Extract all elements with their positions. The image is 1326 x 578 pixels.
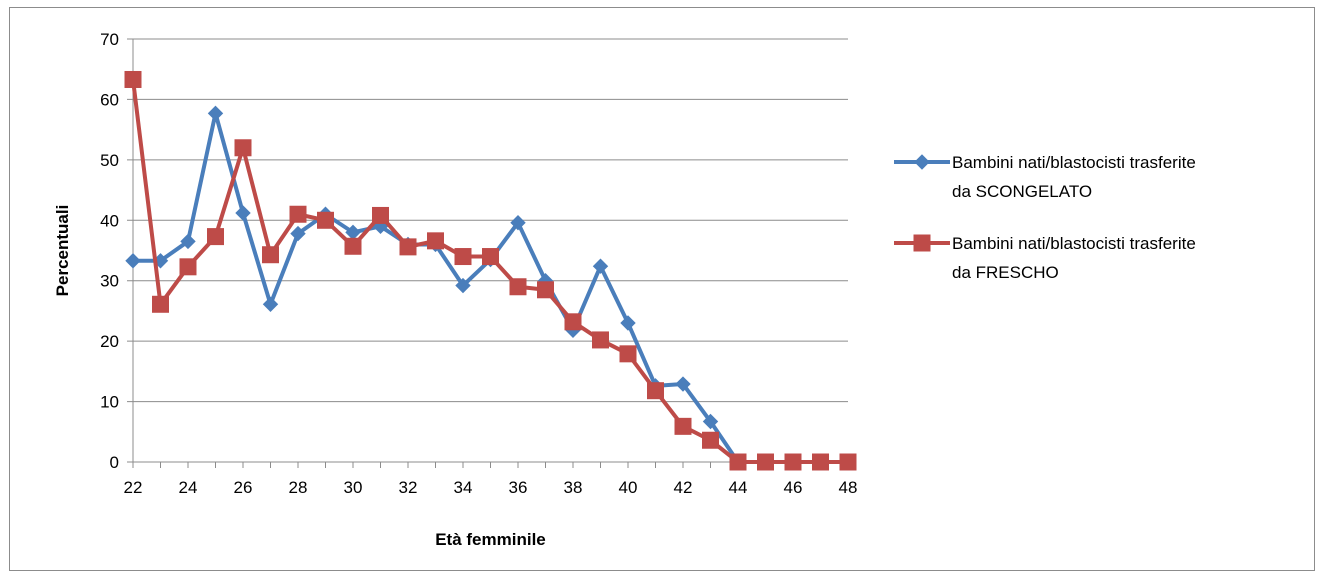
data-point-square	[372, 206, 389, 224]
series-line	[133, 111, 848, 464]
x-tick-label: 30	[344, 478, 363, 497]
data-point-diamond	[510, 214, 526, 231]
y-tick-label: 10	[100, 393, 119, 412]
data-point-diamond	[620, 315, 636, 331]
x-tick-label: 24	[179, 478, 198, 497]
data-point-square	[592, 331, 609, 349]
data-point-square	[839, 453, 857, 471]
data-point-square	[152, 295, 169, 313]
x-tick-label: 44	[729, 478, 748, 497]
x-axis-title: Età femminile	[435, 530, 546, 549]
data-point-diamond	[180, 233, 196, 250]
legend-label: Bambini nati/blastocisti trasferite	[952, 234, 1196, 253]
y-tick-label: 60	[100, 90, 119, 109]
y-axis-title: Percentuali	[53, 205, 72, 297]
data-point-diamond	[207, 105, 224, 122]
data-point-square	[289, 205, 307, 223]
series-frescho	[124, 70, 857, 471]
data-point-diamond	[455, 277, 471, 294]
legend-item: Bambini nati/blastocisti trasferite da SC…	[894, 153, 1196, 201]
y-tick-label: 70	[100, 30, 119, 49]
legend-label: da SCONGELATO	[952, 182, 1092, 201]
x-tick-label: 34	[454, 478, 473, 497]
data-point-square	[647, 382, 664, 400]
data-point-square	[729, 453, 747, 471]
data-point-square	[262, 246, 279, 264]
data-point-diamond	[702, 413, 719, 430]
data-point-square	[234, 139, 252, 157]
y-tick-label: 40	[100, 211, 119, 230]
y-tick-label: 0	[110, 453, 119, 472]
data-point-square	[207, 228, 224, 246]
data-point-diamond	[290, 225, 306, 242]
data-point-square	[702, 431, 719, 449]
data-point-square	[454, 248, 472, 266]
x-tick-label: 22	[124, 478, 143, 497]
data-point-square	[427, 232, 444, 250]
data-point-diamond	[235, 205, 251, 221]
data-point-square	[124, 70, 142, 88]
x-tick-label: 46	[784, 478, 803, 497]
y-tick-label: 30	[100, 272, 119, 291]
legend-label: Bambini nati/blastocisti trasferite	[952, 153, 1196, 172]
data-point-diamond	[125, 253, 141, 269]
data-point-diamond	[592, 258, 609, 274]
data-point-square	[317, 211, 334, 229]
series-line	[131, 79, 848, 464]
data-point-square	[784, 453, 802, 471]
chart-area	[9, 7, 1315, 571]
data-point-diamond	[675, 376, 691, 392]
x-tick-label: 32	[399, 478, 418, 497]
x-tick-label: 48	[839, 478, 858, 497]
legend-item: Bambini nati/blastocisti trasferite da FR…	[894, 234, 1196, 282]
series-scongelato	[125, 105, 856, 470]
data-point-square	[913, 234, 931, 252]
series-layer	[124, 70, 857, 471]
data-point-square	[344, 237, 362, 255]
data-point-square	[399, 238, 417, 256]
data-point-square	[482, 248, 499, 266]
data-point-square	[619, 345, 637, 363]
data-point-square	[537, 281, 554, 299]
x-tick-label: 40	[619, 478, 638, 497]
data-point-diamond	[262, 296, 279, 312]
x-tick-label: 26	[234, 478, 253, 497]
y-tick-label: 50	[100, 151, 119, 170]
data-point-diamond	[914, 154, 930, 170]
data-point-square	[564, 313, 582, 331]
tick-labels: 0 10 20 30 40 50 60 70 22 24 26 28 30 32 34 36 38 40 42 44 4…	[100, 30, 857, 497]
data-point-square	[509, 278, 527, 296]
x-tick-label: 36	[509, 478, 528, 497]
x-tick-label: 42	[674, 478, 693, 497]
x-tick-label: 28	[289, 478, 308, 497]
x-tick-label: 38	[564, 478, 583, 497]
legend-label: da FRESCHO	[952, 263, 1059, 282]
legend: Bambini nati/blastocisti trasferite da SC…	[894, 153, 1196, 282]
data-point-square	[674, 417, 692, 435]
y-tick-label: 20	[100, 332, 119, 351]
data-point-square	[757, 453, 774, 471]
data-point-square	[812, 453, 829, 471]
data-point-square	[179, 258, 197, 276]
